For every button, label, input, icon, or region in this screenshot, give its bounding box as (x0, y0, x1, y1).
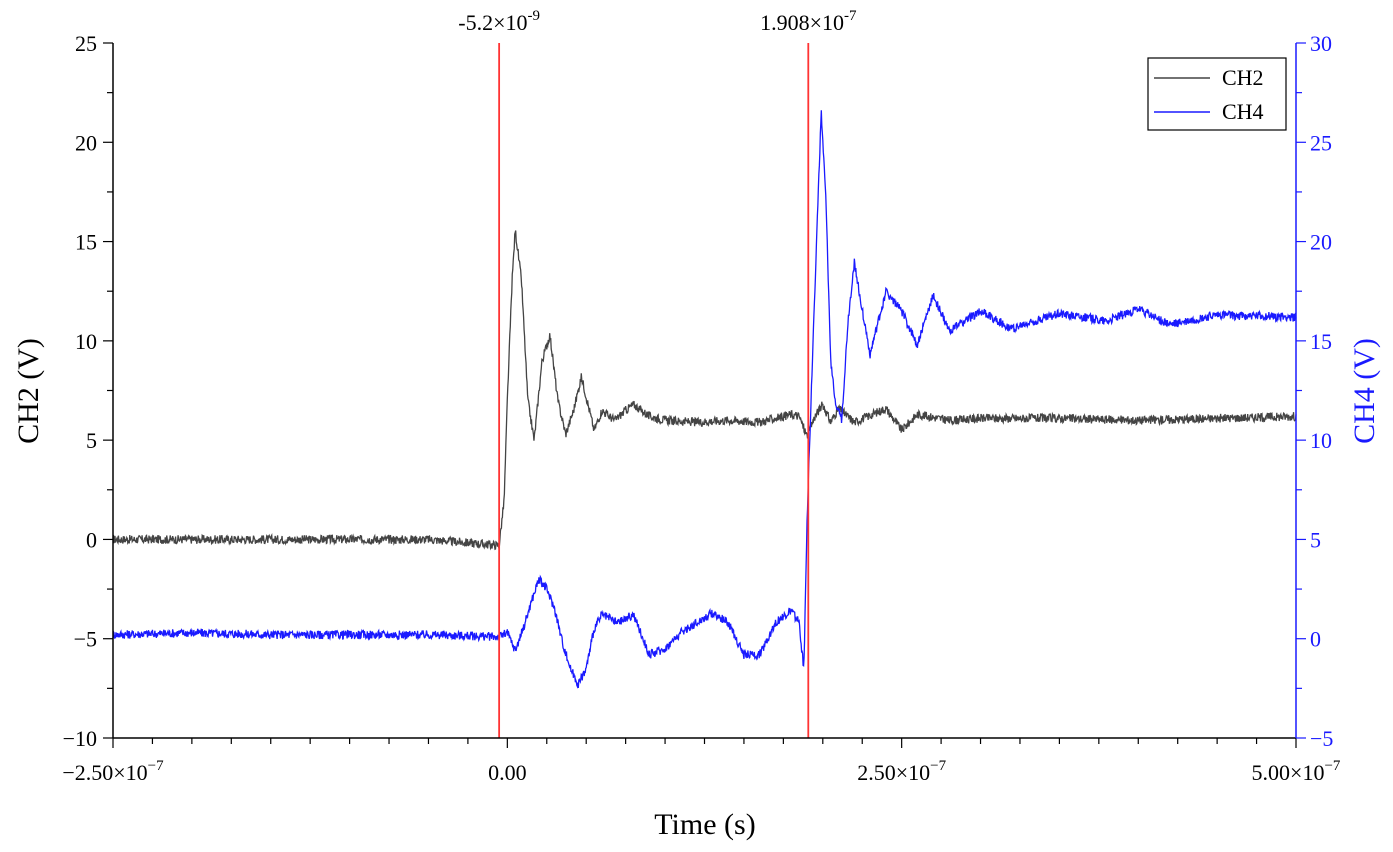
y-right-tick-label: 20 (1310, 230, 1332, 255)
y-left-tick-label: 10 (75, 329, 97, 354)
x-axis-title: Time (s) (654, 808, 755, 841)
y-left-tick-label: 5 (86, 428, 97, 453)
x-tick-label: 5.00×10−7 (1252, 758, 1341, 785)
y-right-axis-title: CH4 (V) (1348, 338, 1381, 444)
y-left-tick-label: 0 (86, 527, 97, 552)
y-right-tick-label: −5 (1310, 726, 1333, 751)
y-right-tick-label: 0 (1310, 627, 1321, 652)
x-tick-label: 0.00 (488, 760, 527, 785)
legend-label-ch4: CH4 (1222, 99, 1264, 124)
y-right-tick-label: 10 (1310, 428, 1332, 453)
y-left-tick-label: 15 (75, 230, 97, 255)
axes: −2.50×10−7 0.00 2.50×10−7 5.00×10−7 −10 −5 0 5 1… (62, 31, 1341, 785)
legend-label-ch2: CH2 (1222, 65, 1264, 90)
y-right-tick-label: 15 (1310, 329, 1332, 354)
y-left-tick-label: −10 (63, 726, 97, 751)
y-right-tick-label: 25 (1310, 130, 1332, 155)
vertical-markers: -5.2×10-9 1.908×10-7 (458, 8, 857, 738)
series-line-ch4 (112, 110, 1297, 689)
y-left-tick-label: 20 (75, 130, 97, 155)
marker-label-1: -5.2×10-9 (458, 8, 540, 35)
x-tick-label: 2.50×10−7 (857, 758, 946, 785)
x-tick-label: −2.50×10−7 (62, 758, 164, 785)
legend-box (1147, 57, 1287, 131)
y-left-tick-label: −5 (74, 627, 97, 652)
y-left-axis-title: CH2 (V) (12, 338, 45, 444)
series-line-ch2 (112, 230, 1297, 551)
y-right-tick-label: 30 (1310, 31, 1332, 56)
series-layer (112, 110, 1297, 689)
marker-label-2: 1.908×10-7 (760, 8, 857, 35)
y-left-tick-label: 25 (75, 31, 97, 56)
plot-area (113, 43, 1296, 738)
y-right-tick-label: 5 (1310, 527, 1321, 552)
plot-background (113, 43, 1296, 738)
